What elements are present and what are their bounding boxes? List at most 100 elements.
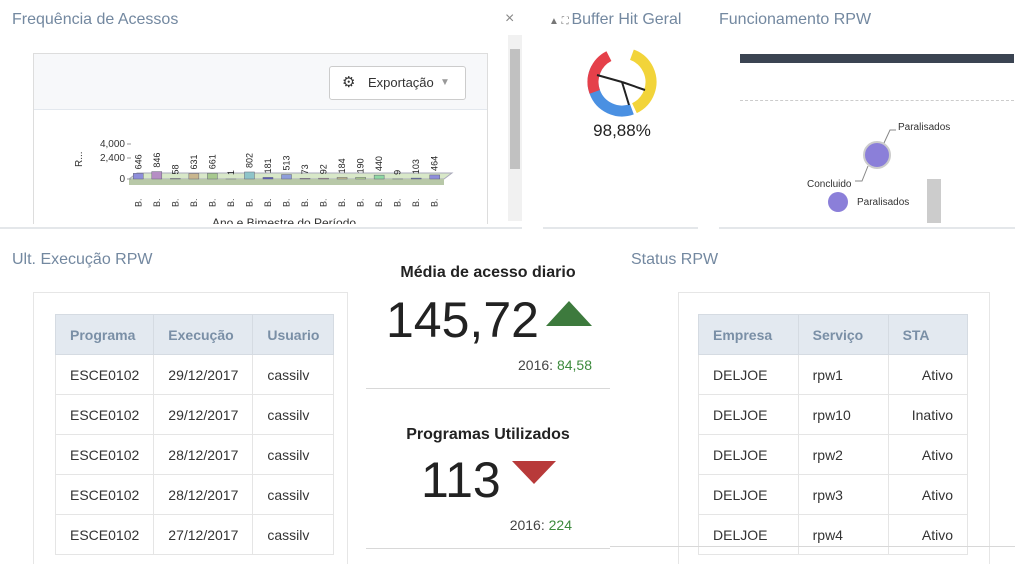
- collapse-icon[interactable]: ▲ ⛶: [549, 16, 571, 27]
- cell: ESCE0102: [56, 475, 154, 515]
- x-tick-label: B.: [374, 198, 384, 207]
- pie: [864, 142, 890, 168]
- x-tick-label: B.: [244, 198, 254, 207]
- x-tick-label: B.: [282, 198, 292, 207]
- export-button[interactable]: ⚙ Exportação ▼: [329, 66, 466, 100]
- bar-label: 58: [170, 164, 180, 174]
- bar-label: 513: [282, 155, 292, 170]
- floor-edge: [129, 179, 444, 185]
- bar-chart: 02,4004,000R...646B.846B.58B.631B.661B.1…: [34, 109, 487, 224]
- x-tick-label: B.: [319, 198, 329, 207]
- prev-value: 224: [549, 517, 572, 533]
- cell: Ativo: [888, 355, 967, 395]
- bar: [430, 175, 440, 179]
- stat-value: 113: [421, 451, 501, 509]
- y-axis-label: R...: [74, 151, 85, 167]
- panel-title: Frequência de Acessos: [12, 11, 178, 29]
- x-tick-label: B.: [411, 198, 421, 207]
- cell: Inativo: [888, 395, 967, 435]
- x-tick-label: B.: [300, 198, 310, 207]
- x-tick-label: B.: [430, 198, 440, 207]
- prev-value: 84,58: [557, 357, 592, 373]
- header-cell: Serviço: [798, 315, 888, 355]
- dashed-line: [740, 100, 1014, 101]
- bar: [170, 178, 180, 179]
- bar-label: 661: [207, 154, 217, 169]
- pie-area: Paralisados Concluido Paralisados: [800, 115, 950, 225]
- cell: 28/12/2017: [154, 435, 253, 475]
- bar: [319, 178, 329, 179]
- bar-label: 802: [244, 153, 254, 168]
- bar-label: 631: [189, 154, 199, 169]
- y-tick-label: 0: [119, 174, 125, 185]
- x-tick-label: B.: [170, 198, 180, 207]
- needle: [622, 82, 645, 90]
- needle: [622, 82, 629, 105]
- divider: [610, 546, 1015, 547]
- header-cell: Execução: [154, 315, 253, 355]
- cell: DELJOE: [699, 475, 799, 515]
- cell: DELJOE: [699, 395, 799, 435]
- x-tick-label: B.: [356, 198, 366, 207]
- legend-scroll[interactable]: [927, 179, 941, 223]
- stat-previous: 2016: 84,58: [466, 357, 592, 373]
- bar: [374, 175, 384, 179]
- cell: DELJOE: [699, 355, 799, 395]
- x-tick-label: B.: [337, 198, 347, 207]
- x-tick-label: B.: [152, 198, 162, 207]
- needle: [597, 75, 622, 82]
- divider: [366, 388, 610, 389]
- gear-icon: ⚙: [342, 67, 355, 99]
- bar: [411, 178, 421, 179]
- panel-title: Ult. Execução RPW: [12, 251, 152, 269]
- leader: [884, 130, 896, 143]
- x-tick-label: B.: [393, 198, 403, 207]
- bar: [133, 173, 143, 179]
- header-cell: STA: [888, 315, 967, 355]
- x-tick-label: B.: [226, 198, 236, 207]
- cell: cassilv: [253, 515, 334, 555]
- header-cell: Programa: [56, 315, 154, 355]
- divider: [543, 227, 698, 229]
- bar-label: 184: [337, 158, 347, 173]
- cell: cassilv: [253, 435, 334, 475]
- legend-label: Paralisados: [857, 197, 909, 208]
- panel-title: Funcionamento RPW: [719, 11, 871, 29]
- prev-label: 2016:: [510, 517, 545, 533]
- up-arrow: [546, 301, 592, 327]
- down-arrow: [512, 461, 558, 485]
- bar-label: 464: [430, 156, 440, 171]
- scroll-thumb[interactable]: [510, 49, 520, 169]
- bar: [152, 172, 162, 179]
- bar-label: 181: [263, 158, 273, 173]
- bar-label: 1: [226, 170, 236, 175]
- stat-title: Programas Utilizados: [366, 426, 610, 444]
- header-cell: Empresa: [699, 315, 799, 355]
- export-label: Exportação: [368, 67, 434, 99]
- cell: ESCE0102: [56, 435, 154, 475]
- bar: [300, 178, 310, 179]
- scrollbar[interactable]: [508, 35, 522, 221]
- stat-previous: 2016: 224: [446, 517, 572, 533]
- close-button[interactable]: ×: [505, 10, 514, 28]
- cell: rpw2: [798, 435, 888, 475]
- x-tick-label: B.: [189, 198, 199, 207]
- cell: Ativo: [888, 515, 967, 555]
- gauge: [585, 45, 660, 120]
- caret: ▼: [440, 67, 450, 99]
- cell: cassilv: [253, 395, 334, 435]
- cell: DELJOE: [699, 435, 799, 475]
- bar-label: 646: [133, 154, 143, 169]
